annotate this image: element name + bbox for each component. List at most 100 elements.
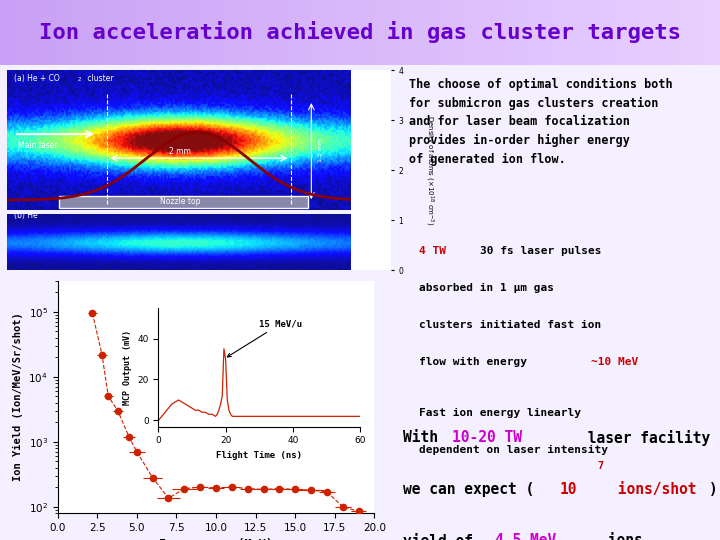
Bar [360,0,367,65]
Bar [540,0,547,65]
Bar [180,0,187,65]
Bar [583,0,590,65]
Bar [259,0,266,65]
Text: 7: 7 [598,462,604,471]
Text: ions: ions [599,533,643,540]
Text: ~10 MeV: ~10 MeV [591,356,639,367]
Bar [475,0,482,65]
Bar [43,0,50,65]
Text: flow with energy: flow with energy [418,356,534,367]
Text: 4 TW: 4 TW [418,246,446,256]
Bar [698,0,706,65]
Bar [202,0,209,65]
Bar [605,0,612,65]
Bar [418,0,425,65]
Bar [36,0,43,65]
Text: laser facility: laser facility [579,430,710,446]
Bar [497,0,504,65]
Bar [338,0,346,65]
Bar [317,0,324,65]
Bar [7,0,14,65]
Y-axis label: Density of atoms ($\times 10^{18}$ cm$^{-3}$): Density of atoms ($\times 10^{18}$ cm$^{… [423,115,435,225]
Bar [281,0,288,65]
Bar [425,0,432,65]
Bar [619,0,626,65]
Bar [511,0,518,65]
Bar [432,0,439,65]
Text: 10: 10 [559,482,577,497]
Bar [194,0,202,65]
Bar [130,0,137,65]
Bar [526,0,533,65]
Bar [230,0,238,65]
Text: absorbed in 1 μm gas: absorbed in 1 μm gas [418,283,554,293]
Bar [626,0,634,65]
Text: The choose of optimal conditions both
for submicron gas clusters creation
and fo: The choose of optimal conditions both fo… [409,78,672,166]
Bar [446,0,454,65]
Bar [713,0,720,65]
Y-axis label: MCP Output (mV): MCP Output (mV) [122,330,132,404]
Text: ): ) [708,482,717,497]
Bar [58,0,65,65]
Bar [14,0,22,65]
Text: Nozzle top: Nozzle top [160,197,200,206]
Bar [490,0,497,65]
Text: Ion acceleration achieved in gas cluster targets: Ion acceleration achieved in gas cluster… [39,22,681,43]
Bar [706,0,713,65]
Bar [468,0,475,65]
Bar [29,0,36,65]
Bar [108,0,115,65]
Bar [238,0,245,65]
Bar [382,0,389,65]
Bar [518,0,526,65]
Text: (a) He + CO: (a) He + CO [14,74,60,83]
Text: 1.5 mm: 1.5 mm [318,138,323,162]
Bar [562,0,569,65]
Text: 30 fs laser pulses: 30 fs laser pulses [480,246,602,256]
Text: (b) He: (b) He [14,211,37,220]
Bar [59,196,308,208]
Bar [302,0,310,65]
Text: 2: 2 [78,77,81,82]
Bar [547,0,554,65]
Bar [482,0,490,65]
Bar [65,0,72,65]
Bar [115,0,122,65]
Bar [554,0,562,65]
Text: yield of: yield of [402,533,482,540]
Bar [295,0,302,65]
Bar [101,0,108,65]
Bar [0,0,7,65]
Bar [223,0,230,65]
Bar [396,0,403,65]
Bar [461,0,468,65]
Text: clusters initiated fast ion: clusters initiated fast ion [418,320,601,330]
Bar [403,0,410,65]
Bar [655,0,662,65]
Bar [122,0,130,65]
Bar [158,0,166,65]
Text: dependent on laser intensity: dependent on laser intensity [418,445,608,455]
Bar [684,0,691,65]
Bar [209,0,216,65]
Bar [374,0,382,65]
Text: we can expect (: we can expect ( [402,482,534,497]
Bar [266,0,274,65]
Bar [367,0,374,65]
Bar [612,0,619,65]
Bar [533,0,540,65]
Bar [288,0,295,65]
Bar [677,0,684,65]
Bar [410,0,418,65]
Bar [662,0,670,65]
Bar [641,0,648,65]
Bar [245,0,252,65]
Bar [252,0,259,65]
Text: cluster: cluster [85,74,114,83]
Bar [598,0,605,65]
Bar [670,0,677,65]
Text: 4-5 MeV: 4-5 MeV [495,533,556,540]
Bar [691,0,698,65]
Text: 10-20 TW: 10-20 TW [452,430,522,445]
Bar [216,0,223,65]
